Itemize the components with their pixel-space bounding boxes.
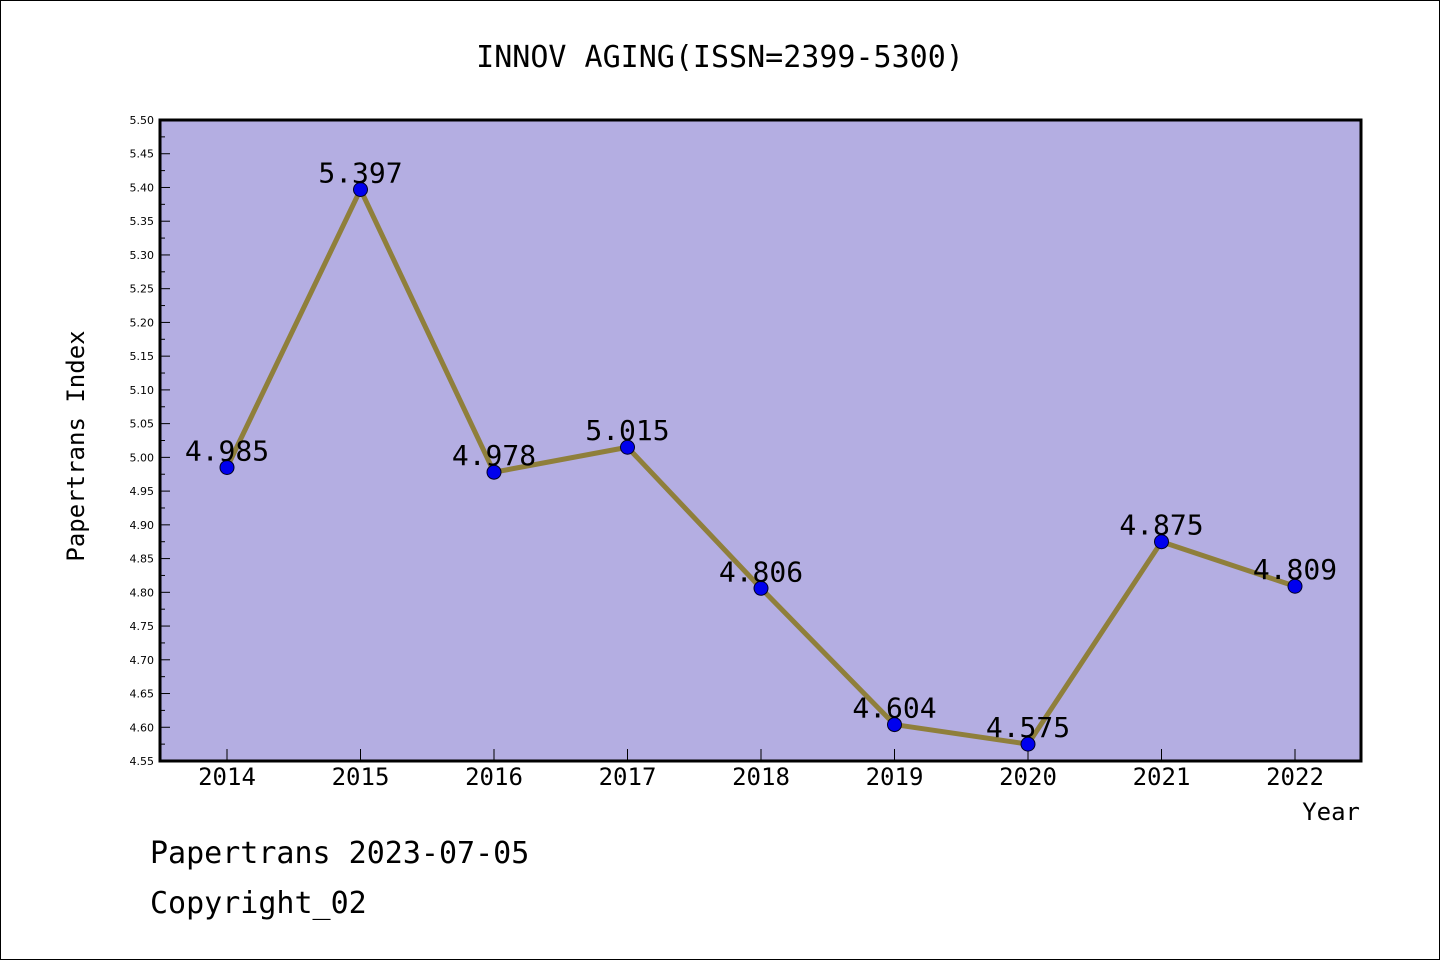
y-tick-label: 4.95: [130, 485, 155, 498]
y-tick-label: 5.30: [130, 249, 155, 262]
y-tick-label: 5.40: [130, 181, 155, 194]
data-label: 4.809: [1253, 553, 1337, 586]
y-tick-label: 5.35: [130, 215, 155, 228]
y-axis: 4.55 4.60 4.65 4.70 4.75 4.80 4.85 4.90 4.95 5.00…: [130, 114, 170, 768]
data-label: 4.985: [185, 434, 269, 467]
y-tick-label: 5.25: [130, 283, 155, 296]
y-tick-label: 5.50: [130, 114, 155, 127]
y-tick-label: 5.10: [130, 384, 155, 397]
data-labels: 4.985 5.397 4.978 5.015 4.806 4.604 4.575 4.875…: [185, 156, 1337, 744]
y-tick-label: 4.85: [130, 553, 155, 566]
data-points: [219, 181, 1303, 752]
data-label: 5.397: [318, 156, 402, 189]
data-point: [1020, 736, 1036, 752]
y-axis-label: Papertrans Index: [62, 330, 90, 561]
data-point: [486, 464, 502, 480]
y-tick-label: 4.70: [130, 654, 155, 667]
y-tick-label: 4.55: [130, 755, 155, 768]
x-tick-label: 2014: [198, 763, 256, 791]
y-tick-label: 5.05: [130, 418, 155, 431]
footer-date: Papertrans 2023-07-05: [150, 836, 530, 871]
y-tick-label: 4.90: [130, 519, 155, 532]
x-tick-label: 2016: [465, 763, 523, 791]
data-label: 4.875: [1119, 509, 1203, 542]
y-tick-label: 5.45: [130, 148, 155, 161]
x-tick-label: 2017: [599, 763, 657, 791]
y-tick-label: 5.00: [130, 451, 155, 464]
y-tick-label: 5.20: [130, 316, 155, 329]
y-tick-label: 4.75: [130, 620, 155, 633]
x-tick-label: 2022: [1266, 763, 1324, 791]
data-label: 4.806: [719, 555, 803, 588]
plot-area: [158, 118, 1363, 763]
data-point: [219, 459, 235, 475]
data-label: 4.575: [986, 711, 1070, 744]
y-tick-label: 4.60: [130, 721, 155, 734]
y-tick-label: 5.15: [130, 350, 155, 363]
x-tick-label: 2018: [732, 763, 790, 791]
data-point: [1287, 578, 1303, 594]
x-tick-label: 2019: [866, 763, 924, 791]
data-label: 4.604: [852, 692, 936, 725]
data-label: 4.978: [452, 439, 536, 472]
y-tick-label: 4.80: [130, 586, 155, 599]
chart-title: INNOV AGING(ISSN=2399-5300): [476, 40, 964, 75]
footer-copyright: Copyright_02: [150, 886, 367, 921]
data-point: [353, 181, 368, 197]
x-axis-label: Year: [1302, 798, 1360, 826]
data-label: 5.015: [585, 414, 669, 447]
data-point: [1154, 534, 1169, 550]
y-tick-label: 4.65: [130, 688, 155, 701]
data-point: [887, 717, 902, 733]
data-point: [620, 439, 635, 455]
x-axis: 2014 2015 2016 2017 2018 2019 2020 2021 2022: [198, 749, 1324, 791]
x-tick-label: 2021: [1133, 763, 1191, 791]
x-tick-label: 2020: [999, 763, 1057, 791]
data-point: [753, 580, 769, 596]
x-tick-label: 2015: [332, 763, 390, 791]
